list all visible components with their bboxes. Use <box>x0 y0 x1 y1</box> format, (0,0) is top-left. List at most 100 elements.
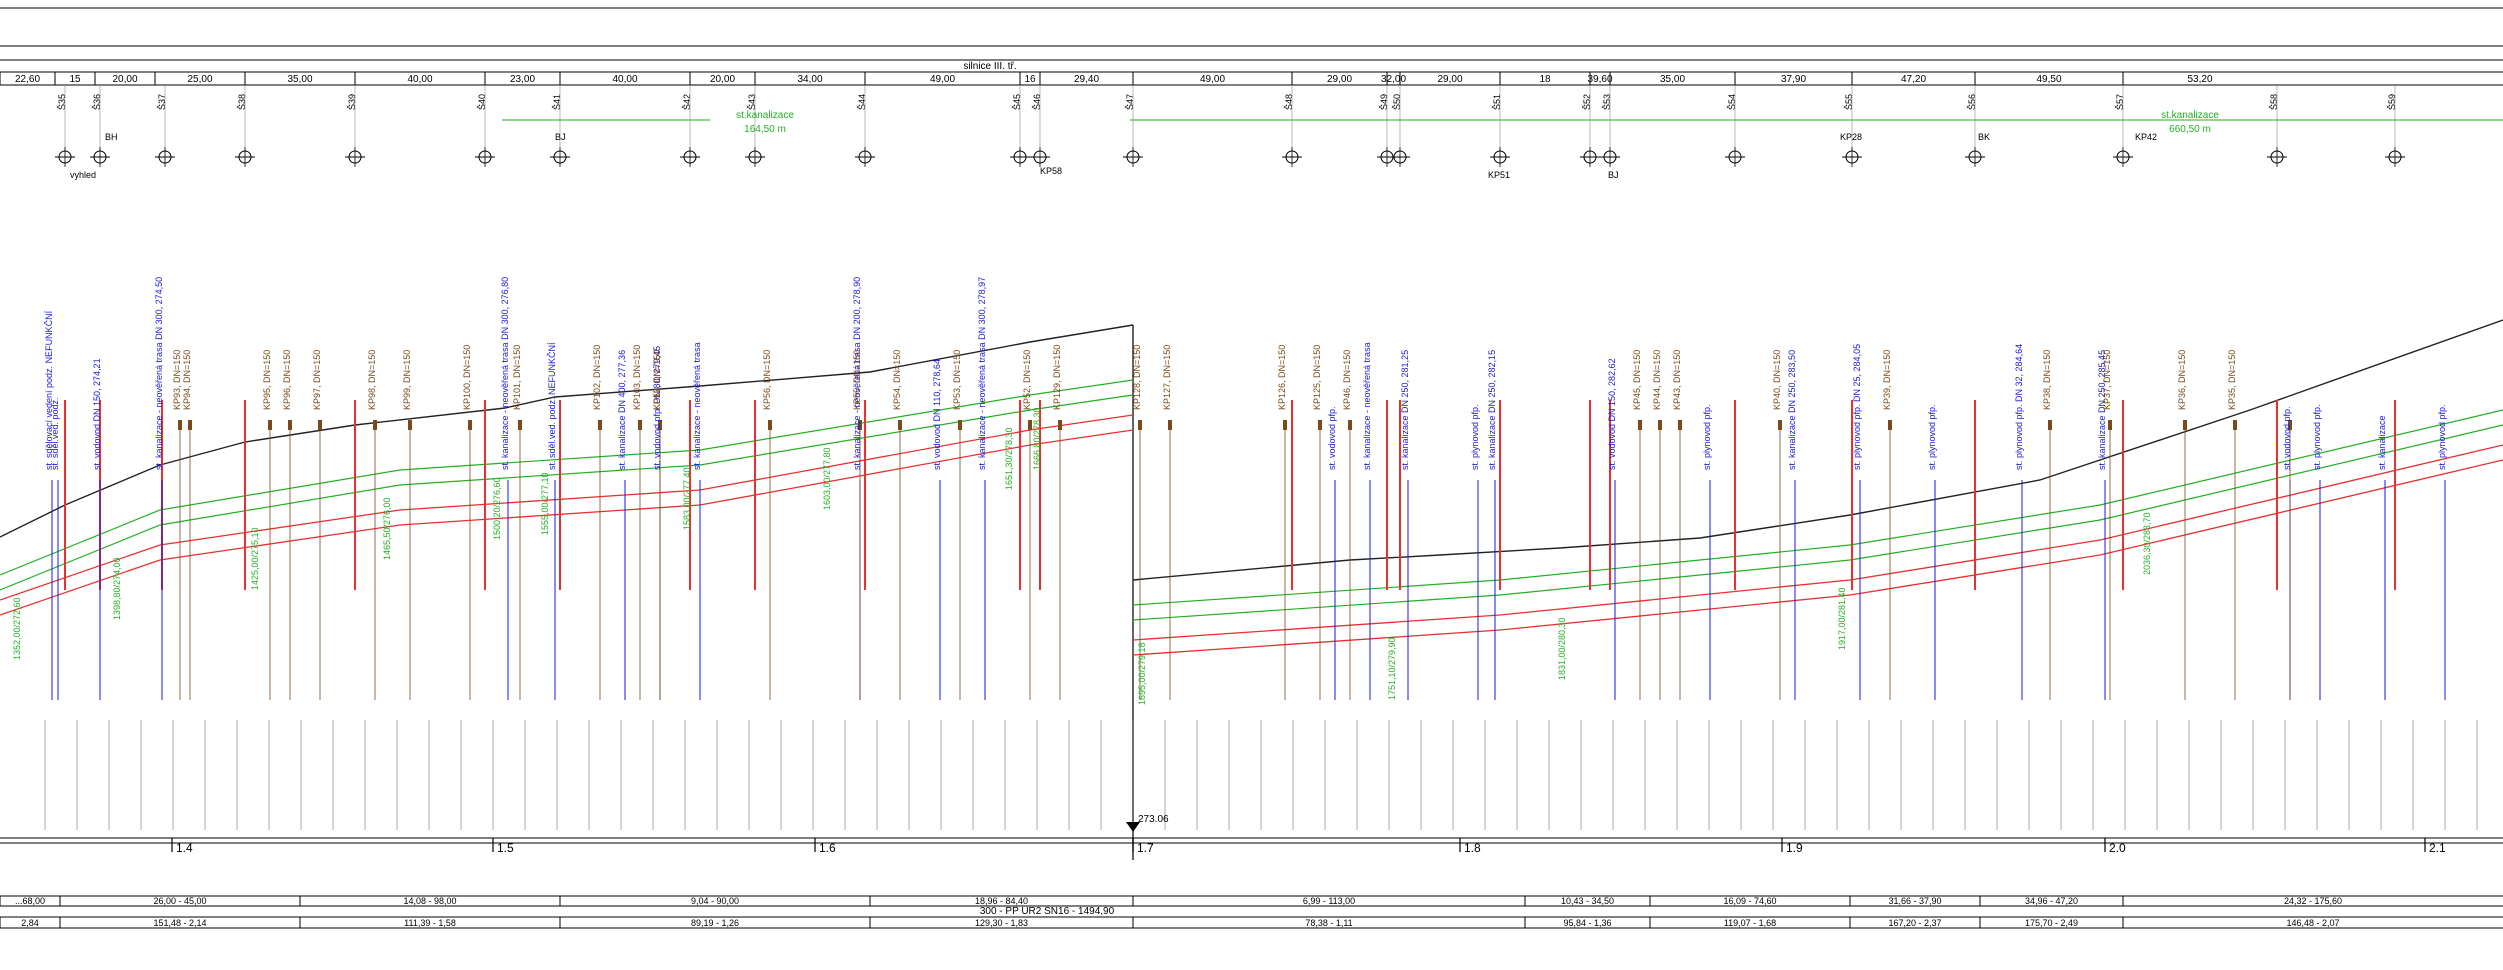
blue-crossing-label: st. plynovod pfp. <box>1470 404 1480 470</box>
manhole-label: Š47 <box>1125 94 1135 110</box>
segment-length-row: 22,60 15 20,00 25,00 35,00 40,00 23,00 40,00 20,… <box>0 72 2213 85</box>
segment-length: 18 <box>1539 74 1551 85</box>
segment-length: 15 <box>69 74 81 85</box>
manhole-symbol <box>855 147 875 167</box>
connection-marker <box>1658 420 1662 430</box>
manhole-symbol <box>1390 147 1410 167</box>
blue-crossing-label: st. vodovod pfp. <box>1327 406 1337 470</box>
brown-crossing-label: KP125, DN=150 <box>1312 345 1322 410</box>
connection-marker <box>958 420 962 430</box>
connection-marker <box>1318 420 1322 430</box>
blue-crossing-label: st. kanalizace - neověřená trasa <box>1362 342 1372 470</box>
manhole-label: Š58 <box>2269 94 2279 110</box>
blue-crossing-label: st. vodovod DN 150, 282,62 <box>1607 358 1617 470</box>
green-crossing-label: 1425,00/275,10 <box>250 527 260 590</box>
manhole-row: Š35 Š36 Š37 Š38 Š39 Š40 Š41 Š42 Š43 Š44 Š45 Š46 Š47 Š… <box>57 85 2397 150</box>
blue-crossing-label: st. kanalizace DN 250, 285,45 <box>2097 350 2107 470</box>
segment-length: 40,00 <box>407 74 432 85</box>
brown-crossing-label: KP95, DN=150 <box>262 350 272 410</box>
manhole-symbol <box>2267 147 2287 167</box>
manhole-label: Š51 <box>1492 94 1502 110</box>
segment-length: 29,00 <box>1327 74 1352 85</box>
blue-crossing-label: st. kanalizace - neověřená trasa DN 300,… <box>154 277 164 470</box>
symbol-label: BJ <box>555 132 566 142</box>
green-crossing-label: 1603,00/277,80 <box>822 447 832 510</box>
blue-crossing-label: st. vodovod DN 110, 278,64 <box>932 359 942 470</box>
symbol-row: vyhled BH BJ KP58 KP51 BJ KP28 BK KP42 <box>55 132 2405 180</box>
band-row3-value: 151,48 - 2,14 <box>153 918 206 928</box>
connection-marker <box>658 420 662 430</box>
connection-marker <box>468 420 472 430</box>
blue-crossing-label: st. sděl.ved. podz. NEFUNKČNÍ <box>547 342 557 470</box>
band-row1-value: 18,96 - 84,40 <box>975 896 1028 906</box>
connection-marker <box>2288 420 2292 430</box>
connection-marker <box>1028 420 1032 430</box>
blue-crossing-label: st. kanalizace - neověřená trasa DN 300,… <box>500 277 510 470</box>
road-label: silnice III. tř. <box>963 61 1016 72</box>
symbol-label: KP58 <box>1040 166 1062 176</box>
segment-length: 40,00 <box>612 74 637 85</box>
brown-crossing-label: KP43, DN=150 <box>1672 350 1682 410</box>
manhole-symbol <box>1123 147 1143 167</box>
band-row3-value: 95,84 - 1,36 <box>1563 918 1611 928</box>
green-crossing-label: 1583,00/277,40 <box>682 467 692 530</box>
brown-crossing-label: KP44, DN=150 <box>1652 350 1662 410</box>
connection-marker <box>1168 420 1172 430</box>
brown-crossing-label: KP19, DN=150 <box>652 350 662 410</box>
green-crossing-label: 1666,80/278,30 <box>1032 407 1042 470</box>
connection-marker <box>373 420 377 430</box>
km-labels: 1.4 1.5 1.6 1.7 1.8 1.9 2.0 2.1 <box>171 838 2446 855</box>
green-crossing-label: 1398,80/274,00 <box>112 557 122 620</box>
manhole-symbol <box>1010 147 1030 167</box>
band-row1-value: 26,00 - 45,00 <box>153 896 206 906</box>
brown-crossing-label: KP98, DN=150 <box>367 350 377 410</box>
manhole-label: Š41 <box>552 94 562 110</box>
blue-crossing-label: st. vodovod pfp. DN 80, 279,45 <box>652 346 662 470</box>
connection-marker <box>1058 420 1062 430</box>
manhole-symbol <box>1282 147 1302 167</box>
manhole-symbol <box>1725 147 1745 167</box>
band-row1-value: ...68,00 <box>15 896 45 906</box>
brown-crossing-label: KP97, DN=150 <box>312 350 322 410</box>
band-row1-value: 24,32 - 175,60 <box>2284 896 2342 906</box>
segment-length: 25,00 <box>187 74 212 85</box>
manhole-label: Š48 <box>1284 94 1294 110</box>
brown-crossing-label: KP102, DN=150 <box>592 345 602 410</box>
brown-crossing-label: KP35, DN=150 <box>2227 350 2237 410</box>
manhole-label: Š57 <box>2115 94 2125 110</box>
band-row3-value: 111,39 - 1,58 <box>404 918 456 928</box>
sewer-dimension-row: st.kanalizace 164,50 m st.kanalizace 660… <box>502 110 2503 135</box>
km-label: 1.7 <box>1137 841 1154 855</box>
band-row1-value: 10,43 - 34,50 <box>1561 896 1614 906</box>
band-row3-value: 146,48 - 2,07 <box>2286 918 2339 928</box>
manhole-label: Š46 <box>1032 94 1042 110</box>
manhole-label: Š59 <box>2387 94 2397 110</box>
stationing-axis <box>0 837 2503 844</box>
blue-crossing-label: st. kanalizace <box>2377 415 2387 470</box>
segment-length: 20,00 <box>112 74 137 85</box>
existing-green-lines <box>0 379 2503 621</box>
green-crossing-label: 1695,00/279,18 <box>1137 642 1147 705</box>
connection-marker <box>898 420 902 430</box>
green-crossing-label: 1555,00/277,10 <box>540 472 550 535</box>
manhole-label: Š49 <box>1379 94 1389 110</box>
brown-crossing-label: KP40, DN=150 <box>1772 350 1782 410</box>
symbol-label: KP28 <box>1840 132 1862 142</box>
brown-crossing-label: KP54, DN=150 <box>892 350 902 410</box>
green-crossing-label: 1917,00/281,40 <box>1837 587 1847 650</box>
brown-crossing-label: KP126, DN=150 <box>1277 345 1287 410</box>
connection-marker <box>1638 420 1642 430</box>
band-row1-value: 34,96 - 47,20 <box>2025 896 2078 906</box>
blue-crossing-label: st. kanalizace DN 400, 277,36 <box>617 350 627 470</box>
crossing-blue-labels: st. sdělovací vedení podz. NEFUNKČNÍst. … <box>44 277 2447 470</box>
brown-crossing-label: KP94, DN=150 <box>182 350 192 410</box>
manhole-symbol <box>745 147 765 167</box>
manhole-symbol <box>90 147 110 167</box>
manhole-label: Š56 <box>1967 94 1977 110</box>
brown-crossing-label: KP103, DN=150 <box>632 345 642 410</box>
segment-length: 39,60 <box>1587 74 1612 85</box>
manhole-symbol <box>2113 147 2133 167</box>
manhole-symbol <box>155 147 175 167</box>
manhole-label: Š45 <box>1012 94 1022 110</box>
